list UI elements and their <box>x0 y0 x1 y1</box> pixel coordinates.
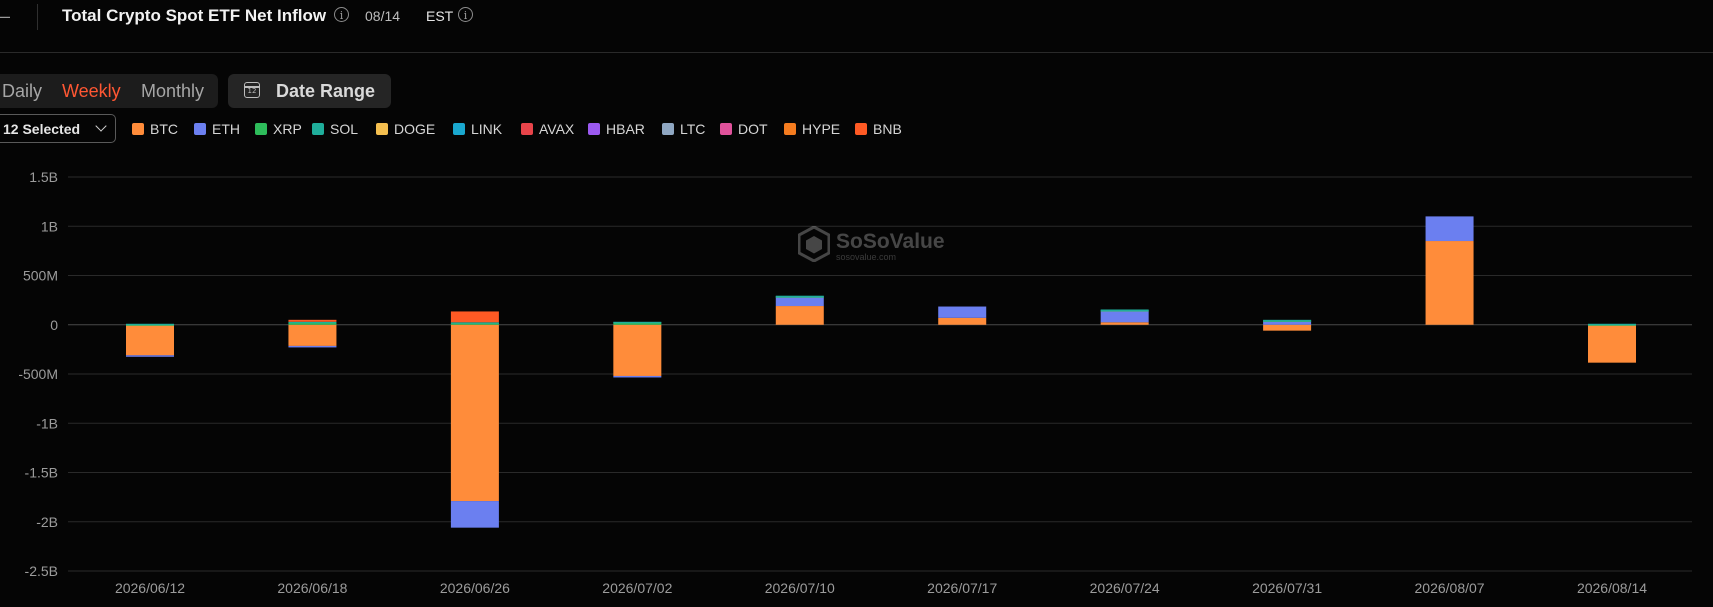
bar-eth <box>126 355 174 357</box>
bar-eth <box>1100 310 1149 323</box>
bar-sol <box>775 295 824 298</box>
y-tick-label: 500M <box>23 268 58 284</box>
legend-swatch <box>521 123 533 135</box>
legend-swatch <box>784 123 796 135</box>
header-divider <box>37 4 38 30</box>
y-tick-label: 0 <box>50 317 58 333</box>
bar-btc <box>775 306 824 325</box>
legend-label: HYPE <box>802 121 841 137</box>
asset-selector-dropdown[interactable]: 12 Selected <box>0 114 116 143</box>
collapse-dash-icon[interactable]: – <box>0 6 11 26</box>
legend-swatch <box>312 123 324 135</box>
legend-label: DOGE <box>394 121 436 137</box>
bar-eth <box>1425 216 1474 242</box>
date-range-label: Date Range <box>276 81 376 101</box>
bar-xrp <box>288 322 337 325</box>
bar-eth <box>1263 320 1312 325</box>
x-tick-label: 2026/07/02 <box>602 580 672 596</box>
legend-label: XRP <box>273 121 302 137</box>
y-tick-label: -2B <box>36 514 58 530</box>
tab-weekly[interactable]: Weekly <box>62 81 121 101</box>
legend-swatch <box>376 123 388 135</box>
title-info-icon[interactable]: i <box>334 7 349 22</box>
bar-btc <box>1100 322 1149 325</box>
bar-eth <box>938 306 987 318</box>
y-tick-label: 1.5B <box>29 169 58 185</box>
period-tab-group: Daily Weekly Monthly <box>0 74 218 108</box>
legend-label: DOT <box>738 121 768 137</box>
calendar-icon: 12 <box>244 82 260 98</box>
x-tick-label: 2026/07/10 <box>765 580 835 596</box>
legend-label: LTC <box>680 121 706 137</box>
legend-swatch <box>453 123 465 135</box>
x-tick-label: 2026/06/26 <box>440 580 510 596</box>
legend-label: HBAR <box>606 121 645 137</box>
y-tick-label: -1.5B <box>25 465 58 481</box>
timezone-label: EST <box>426 8 454 24</box>
bar-sol <box>288 321 337 324</box>
bar-eth <box>450 501 499 528</box>
legend-swatch <box>194 123 206 135</box>
header-bar: – Total Crypto Spot ETF Net Inflow i 08/… <box>0 0 1713 53</box>
legend-swatch <box>255 123 267 135</box>
x-tick-label: 2026/06/18 <box>277 580 347 596</box>
legend-label: BNB <box>873 121 902 137</box>
x-tick-label: 2026/08/14 <box>1577 580 1647 596</box>
bar-bnb <box>450 311 499 323</box>
bar-sol <box>1263 319 1312 322</box>
bar-btc <box>938 317 987 325</box>
bar-btc <box>450 324 499 502</box>
data-date: 08/14 <box>365 8 401 24</box>
x-tick-label: 2026/07/24 <box>1090 580 1160 596</box>
y-tick-label: 1B <box>41 218 58 234</box>
tab-daily[interactable]: Daily <box>2 81 43 101</box>
legend-swatch <box>662 123 674 135</box>
bar-sol <box>450 322 499 324</box>
bar-btc <box>126 324 174 356</box>
bar-eth <box>775 296 824 307</box>
bar-sol <box>1100 309 1149 311</box>
bar-btc <box>1588 324 1636 363</box>
legend-swatch <box>855 123 867 135</box>
bar-sol <box>1588 323 1636 326</box>
x-tick-label: 2026/08/07 <box>1415 580 1485 596</box>
bar-eth <box>613 375 662 378</box>
legend-label: SOL <box>330 121 359 137</box>
bar-btc <box>288 324 337 346</box>
bar-btc <box>1425 241 1474 325</box>
legend-swatch <box>588 123 600 135</box>
chevron-down-icon <box>95 120 107 132</box>
net-inflow-bar-chart: 1.5B 1B 500M 0 -500M -1B -1.5B -2B -2.5B 2026/06/… <box>18 169 1692 596</box>
watermark-url: sosovalue.com <box>836 252 897 262</box>
y-tick-label: -1B <box>36 415 58 431</box>
timezone-info-icon[interactable]: i <box>458 7 473 22</box>
date-range-button[interactable]: 12 Date Range <box>228 74 391 108</box>
x-tick-label: 2026/06/12 <box>115 580 185 596</box>
bar-sol <box>126 323 174 326</box>
bar-sol <box>613 321 662 324</box>
y-tick-label: -500M <box>18 366 58 382</box>
bar-xrp <box>613 322 662 325</box>
legend-swatch <box>132 123 144 135</box>
bar-eth <box>288 345 337 348</box>
legend-label: LINK <box>471 121 503 137</box>
tab-monthly[interactable]: Monthly <box>141 81 205 101</box>
legend-swatch <box>720 123 732 135</box>
bar-bnb <box>288 319 337 322</box>
legend-label: AVAX <box>539 121 575 137</box>
sosovalue-logo-icon <box>797 225 831 263</box>
watermark: SoSoValue sosovalue.com <box>797 225 945 267</box>
bar-btc <box>613 324 662 376</box>
legend-label: ETH <box>212 121 240 137</box>
legend-label: BTC <box>150 121 178 137</box>
watermark-name: SoSoValue <box>836 230 945 253</box>
page-title: Total Crypto Spot ETF Net Inflow <box>62 6 327 25</box>
asset-selector-label: 12 Selected <box>3 121 81 137</box>
y-tick-label: -2.5B <box>25 563 58 579</box>
bar-btc <box>1263 324 1312 331</box>
x-tick-label: 2026/07/17 <box>927 580 997 596</box>
x-tick-label: 2026/07/31 <box>1252 580 1322 596</box>
